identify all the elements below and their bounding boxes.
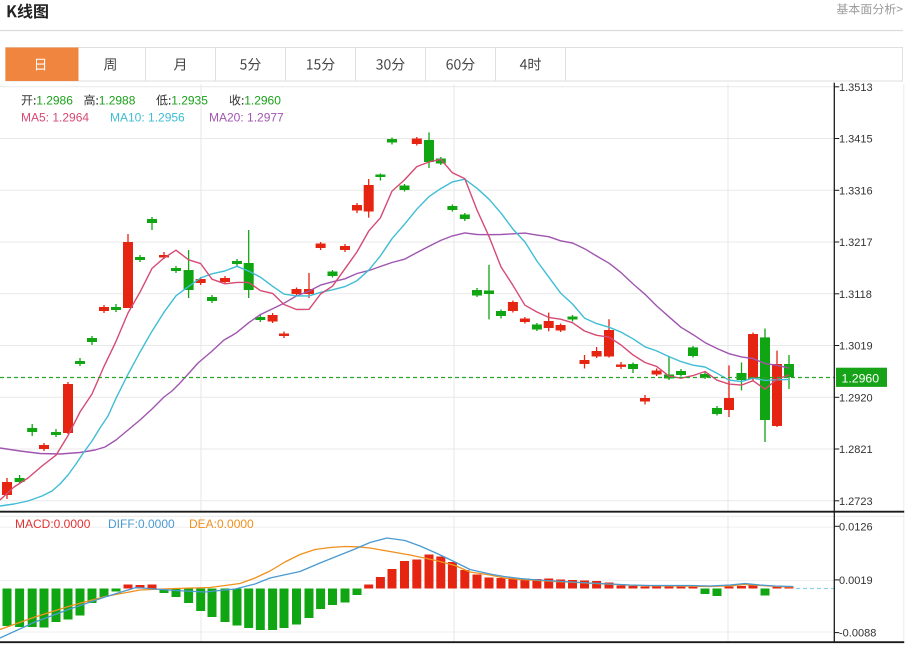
svg-text:1.3118: 1.3118 (839, 289, 872, 301)
svg-text:1.2986: 1.2986 (36, 94, 73, 108)
svg-text:MA5: 1.2964: MA5: 1.2964 (21, 111, 89, 125)
svg-text:1.2988: 1.2988 (99, 94, 136, 108)
svg-text:0.0019: 0.0019 (839, 575, 873, 587)
svg-text:1.3415: 1.3415 (839, 134, 873, 146)
svg-text:0.0126: 0.0126 (839, 521, 873, 533)
svg-text:1.2723: 1.2723 (839, 496, 873, 508)
svg-text:1.3513: 1.3513 (839, 82, 873, 94)
svg-text:1.2960: 1.2960 (244, 94, 281, 108)
svg-text:1.3316: 1.3316 (839, 185, 873, 197)
svg-text:1.2821: 1.2821 (839, 444, 873, 456)
svg-text:1.2920: 1.2920 (839, 392, 873, 404)
svg-text:1.2935: 1.2935 (171, 94, 208, 108)
svg-text:MACD:0.0000: MACD:0.0000 (15, 517, 91, 531)
svg-text:DIFF:0.0000: DIFF:0.0000 (108, 517, 175, 531)
svg-text:-0.0088: -0.0088 (839, 628, 876, 640)
svg-text:MA20: 1.2977: MA20: 1.2977 (209, 111, 284, 125)
svg-text:1.3217: 1.3217 (839, 237, 873, 249)
svg-text:DEA:0.0000: DEA:0.0000 (189, 517, 254, 531)
svg-text:1.3019: 1.3019 (839, 341, 873, 353)
svg-text:1.2960: 1.2960 (842, 371, 880, 385)
svg-text:MA10: 1.2956: MA10: 1.2956 (110, 111, 185, 125)
